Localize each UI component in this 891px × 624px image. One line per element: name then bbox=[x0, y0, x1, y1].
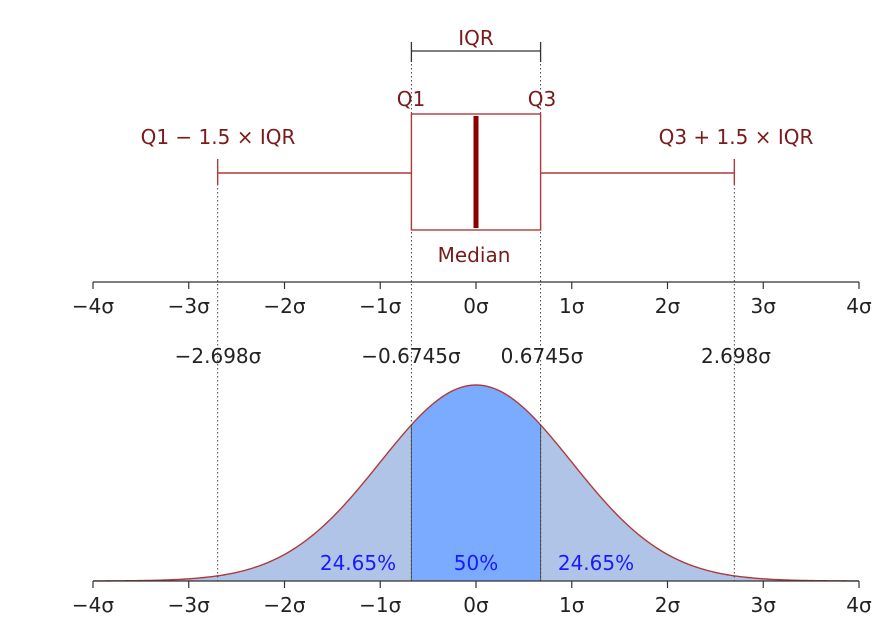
top-tick-label: 4σ bbox=[846, 294, 872, 318]
bottom-tick-label: −3σ bbox=[168, 593, 210, 617]
top-tick-label: 1σ bbox=[559, 294, 585, 318]
bottom-axis-tick-labels: −4σ −3σ −2σ −1σ 0σ 1σ 2σ 3σ 4σ bbox=[72, 593, 872, 617]
q3-label: Q3 bbox=[528, 87, 556, 111]
top-axis-ticks bbox=[92, 282, 860, 289]
bottom-tick-label: 2σ bbox=[655, 593, 681, 617]
top-axis-tick-labels: −4σ −3σ −2σ −1σ 0σ 1σ 2σ 3σ 4σ bbox=[72, 294, 872, 318]
right-tail-percent: 24.65% bbox=[558, 551, 634, 575]
top-tick-label: −3σ bbox=[168, 294, 210, 318]
bottom-tick-label: −2σ bbox=[263, 593, 305, 617]
top-tick-label: 2σ bbox=[655, 294, 681, 318]
top-tick-label: −1σ bbox=[359, 294, 401, 318]
bottom-tick-label: −1σ bbox=[359, 593, 401, 617]
q3-value: 0.6745σ bbox=[501, 344, 584, 368]
middle-area bbox=[411, 385, 541, 581]
median-label: Median bbox=[438, 243, 511, 267]
iqr-label: IQR bbox=[458, 26, 494, 50]
dotted-guide-lines bbox=[217, 60, 735, 581]
bottom-tick-label: 0σ bbox=[463, 593, 489, 617]
upper-whisker-label: Q3 + 1.5 × IQR bbox=[659, 125, 814, 149]
top-tick-label: 3σ bbox=[751, 294, 777, 318]
bottom-tick-label: 4σ bbox=[846, 593, 872, 617]
upper-fence-value: 2.698σ bbox=[701, 344, 771, 368]
q1-label: Q1 bbox=[397, 87, 425, 111]
bottom-tick-label: 3σ bbox=[751, 593, 777, 617]
q1-value: −0.6745σ bbox=[361, 344, 461, 368]
top-tick-label: −4σ bbox=[72, 294, 114, 318]
middle-percent: 50% bbox=[454, 551, 498, 575]
top-tick-label: 0σ bbox=[463, 294, 489, 318]
lower-whisker-label: Q1 − 1.5 × IQR bbox=[141, 125, 296, 149]
top-tick-label: −2σ bbox=[263, 294, 305, 318]
bottom-tick-label: −4σ bbox=[72, 593, 114, 617]
lower-fence-value: −2.698σ bbox=[175, 344, 262, 368]
left-tail-percent: 24.65% bbox=[320, 551, 396, 575]
bottom-axis-ticks bbox=[92, 581, 860, 588]
normal-curve bbox=[93, 384, 859, 582]
bottom-tick-label: 1σ bbox=[559, 593, 585, 617]
